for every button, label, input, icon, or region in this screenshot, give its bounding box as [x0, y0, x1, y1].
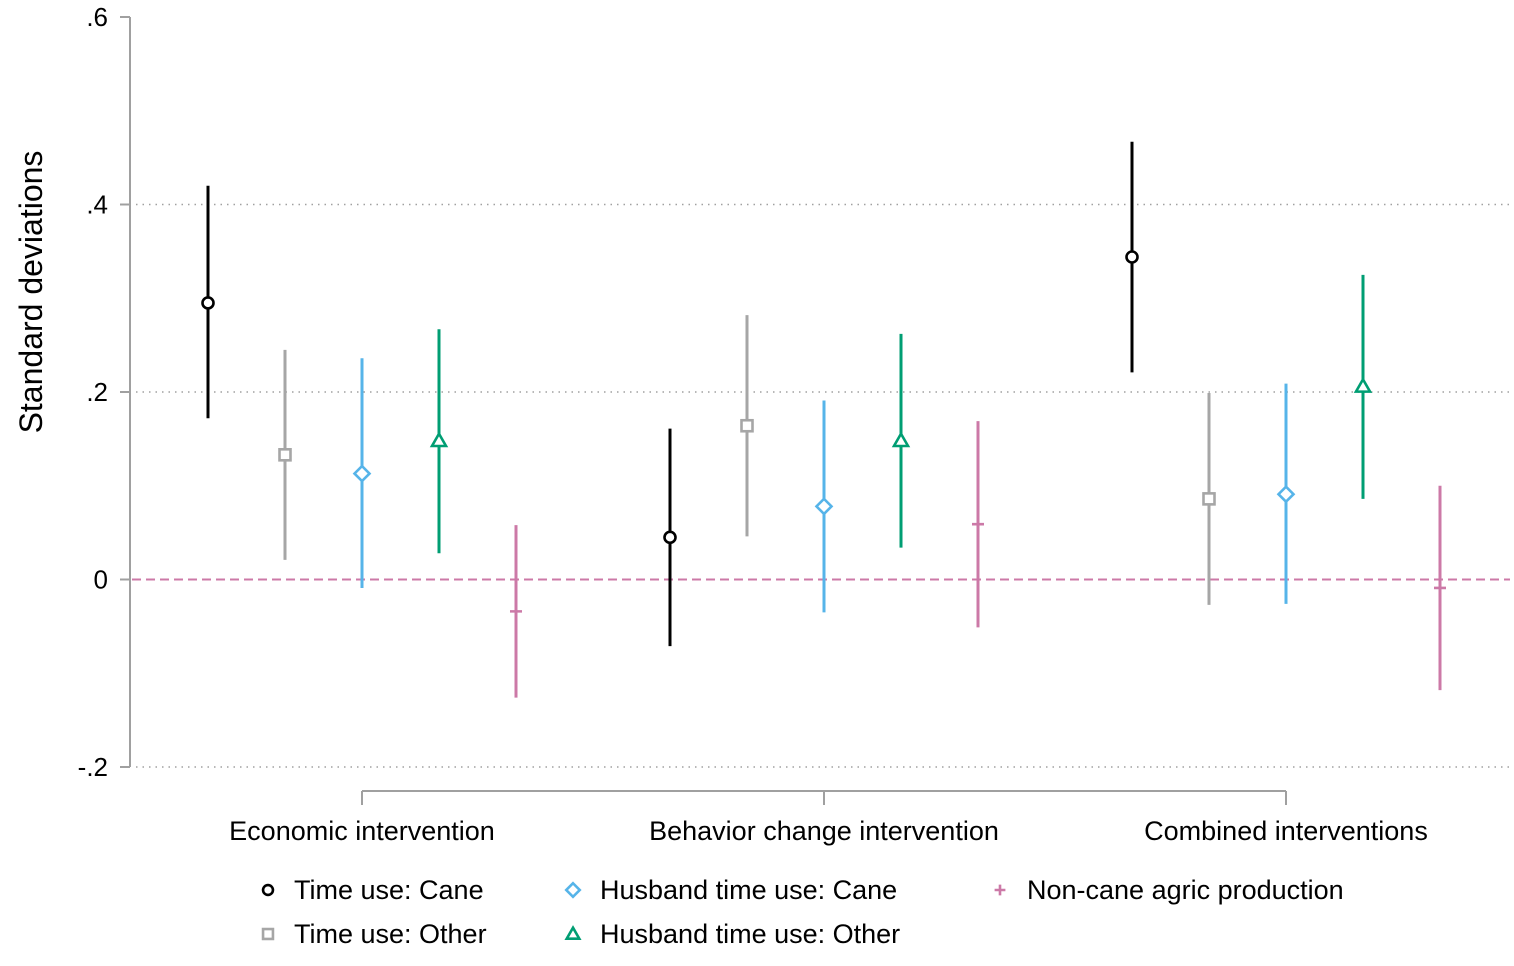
legend-label: Non-cane agric production [1027, 875, 1344, 905]
series-group [201, 141, 1446, 698]
legend: Time use: Cane Time use: Other Husband tim… [261, 875, 1344, 949]
legend-marker [261, 927, 275, 941]
x-category-label: Economic intervention [229, 816, 495, 846]
legend-label: Husband time use: Other [600, 919, 900, 949]
legend-item: Husband time use: Cane [564, 875, 897, 905]
x-category-label: Behavior change intervention [649, 816, 999, 846]
legend-item: Time use: Cane [261, 875, 484, 905]
legend-marker [564, 881, 582, 899]
point-estimate [891, 431, 911, 448]
series-triangle [429, 274, 1373, 554]
y-tick-label: -.2 [78, 752, 108, 782]
point-estimate [1353, 376, 1373, 393]
series-circle [201, 141, 1139, 647]
point-estimate [814, 497, 834, 516]
y-tick-label: .4 [86, 190, 108, 220]
point-estimate [352, 464, 372, 483]
series-square [278, 315, 1216, 605]
point-estimate [740, 418, 754, 433]
legend-marker [994, 884, 1006, 896]
point-estimate [510, 605, 522, 618]
legend-label: Time use: Other [294, 919, 487, 949]
point-estimate [278, 448, 292, 462]
point-estimate [972, 518, 984, 531]
point-estimate [429, 431, 449, 448]
y-axis-title: Standard deviations [13, 151, 49, 434]
legend-item: Husband time use: Other [564, 919, 900, 949]
legend-label: Time use: Cane [294, 875, 484, 905]
point-estimate [1276, 484, 1296, 504]
legend-marker [564, 925, 582, 941]
point-estimate [1202, 492, 1216, 506]
y-tick-label: .2 [86, 377, 108, 407]
series-diamond [352, 358, 1296, 613]
gridlines [136, 203, 1510, 768]
y-tick-label: 0 [94, 565, 108, 595]
point-estimate [1434, 581, 1446, 594]
series-plus [510, 421, 1446, 698]
x-category-label: Combined interventions [1144, 816, 1428, 846]
point-estimate [201, 296, 215, 310]
point-estimate [1125, 250, 1139, 264]
point-estimate [663, 530, 677, 545]
legend-item: Time use: Other [261, 919, 487, 949]
legend-marker [261, 883, 275, 897]
legend-label: Husband time use: Cane [600, 875, 897, 905]
legend-item: Non-cane agric production [994, 875, 1344, 905]
y-tick-label: .6 [86, 2, 108, 32]
axes: -.2 0 .2 .4 .6 Standard deviations Economic in… [13, 2, 1428, 846]
